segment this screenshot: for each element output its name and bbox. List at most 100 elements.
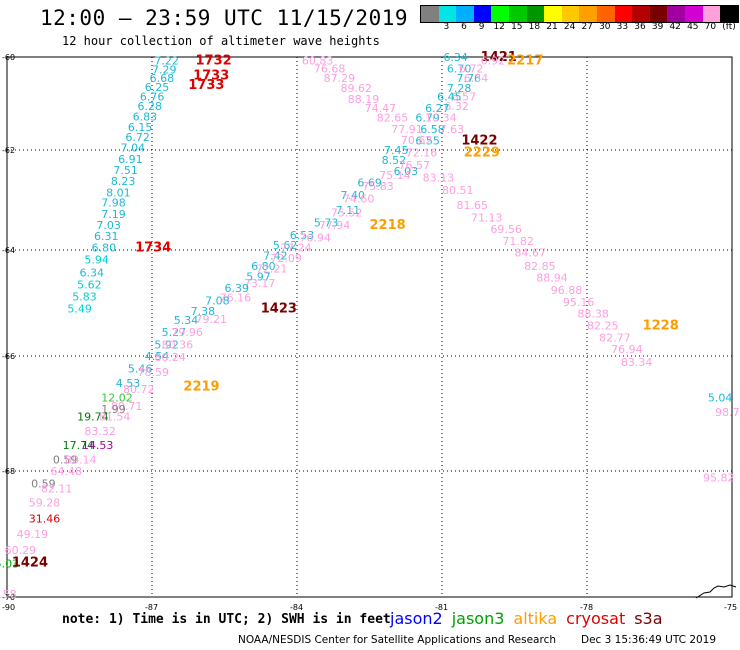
wave-height-label: 71.13 [471,212,503,225]
color-scale-label: 15 [511,22,523,32]
pass-time-label: 2217 [507,53,543,68]
longitude-tick-label: -84 [290,603,303,612]
wave-height-label: 1.99 [101,403,126,416]
pass-time-label: 1422 [461,134,497,149]
wave-height-label: 5.34 [174,314,199,327]
wave-height-label: 75.83 [362,180,394,193]
page-subtitle: 12 hour collection of altimeter wave hei… [62,34,380,48]
wave-height-label: 82.65 [377,111,409,124]
wave-height-label: 6.34 [80,266,105,279]
wave-height-label: 87.29 [324,72,356,85]
wave-height-label: 7.28 [447,82,472,95]
color-scale-label: 33 [616,22,629,32]
wave-height-label: 0.59 [31,478,55,491]
wave-height-label: 69.56 [490,223,522,236]
wave-height-label: 6.27 [425,102,450,115]
wave-height-label: 81.54 [99,410,131,423]
color-scale-swatch [491,6,509,22]
pass-time-label: 2229 [464,146,500,161]
longitude-tick-label: -78 [580,603,593,612]
wave-height-label: 5.73 [314,217,339,230]
wave-height-label: 72.16 [406,147,438,160]
wave-height-label: 7.22 [154,54,179,67]
wave-height-label: 95.82 [703,471,735,484]
wave-height-label: 7.04 [121,142,146,155]
wave-height-label: 6.68 [150,72,175,85]
wave-height-label: 76.16 [220,292,252,305]
wave-height-label: 65.58 [0,588,17,601]
wave-height-label: 6.34 [443,51,468,64]
pass-time-label: 1733 [193,69,229,84]
longitude-tick-label: -81 [435,603,448,612]
wave-height-label: 7.40 [341,189,366,202]
color-scale-swatch [421,6,439,22]
coastline-segment [695,584,737,599]
wave-height-label: 6.31 [94,230,119,243]
wave-height-label: 76.94 [299,232,331,245]
wave-height-label: 79.21 [196,313,228,326]
wave-height-label: 5.83 [72,291,97,304]
latitude-tick-label: -62 [2,146,15,155]
wave-height-label: 6.92 [481,54,506,67]
color-scale-swatch [561,6,580,22]
wave-height-label: 6.80 [92,242,117,255]
color-scale-swatch [684,6,703,22]
pass-time-label: 1733 [188,78,224,93]
wave-height-label: 5.92 [154,338,179,351]
wave-height-label: 10.34 [425,111,457,124]
wave-height-label: 6.55 [415,135,440,148]
wave-height-label: 6.80 [251,260,275,273]
wave-height-label: 7.11 [336,204,361,217]
color-scale-swatch [667,6,685,22]
wave-height-label: 6.58 [420,123,445,136]
color-scale-label: 27 [581,22,593,32]
wave-height-label: 4.53 [116,377,141,390]
color-scale-swatch [438,6,457,22]
wave-height-label: 7.03 [96,219,121,232]
wave-height-label: 6.72 [125,131,149,144]
latitude-tick-label: -66 [2,352,15,361]
wave-height-label: 80.36 [162,338,194,351]
footnote: note: 1) Time is in UTC; 2) SWH is in fe… [62,612,391,627]
color-scale-label: 42 [669,22,681,32]
color-scale-swatch [456,6,474,22]
wave-height-label: 64.48 [51,465,83,478]
wave-height-label: 79.96 [171,326,203,339]
map-frame [6,56,733,598]
wave-height-label: 96.88 [551,284,583,297]
wave-height-label: 5.62 [273,239,298,252]
color-scale-swatch [702,6,721,22]
wave-height-label: 0.59 [53,454,78,467]
color-scale-label: 3 [443,22,450,32]
wave-height-label: 82.11 [41,483,72,496]
wave-height-label: 76.94 [611,343,643,356]
legend-entry-altika: altika [513,609,558,628]
wave-height-label: 73.17 [244,277,275,290]
color-scale-swatch [473,6,492,22]
color-scale-label: 30 [599,22,611,32]
wave-height-label: 6.45 [437,91,462,104]
wave-height-label: 6.53 [290,229,315,242]
color-scale-swatch [596,6,615,22]
color-scale-label: 24 [563,22,576,32]
wave-height-label: 72.09 [270,252,302,265]
color-scale-swatch [508,6,527,22]
color-scale-label: 21 [546,22,558,32]
wave-height-label: 89.62 [341,82,373,95]
wave-height-label: 6.34 [464,72,489,85]
wave-height-label: 74.60 [343,193,375,206]
wave-height-label: 12.02 [101,391,133,404]
legend-entry-jason2: jason2 [390,609,443,628]
wave-height-label: 82.77 [599,331,631,344]
wave-height-label: 7.19 [101,208,126,221]
wave-height-label: 5.27 [162,326,187,339]
wave-height-label: 76.57 [399,159,431,172]
pass-time-label: 1424 [12,555,48,570]
color-scale-swatch [579,6,597,22]
wave-height-label: 80.51 [442,184,474,197]
wave-height-label: 6.91 [118,153,142,166]
wave-height-label: 80.71 [111,400,142,413]
wave-height-label: 14.53 [82,439,114,452]
wave-height-label: 6.70 [447,63,472,76]
wave-height-label: 6.76 [140,91,165,104]
